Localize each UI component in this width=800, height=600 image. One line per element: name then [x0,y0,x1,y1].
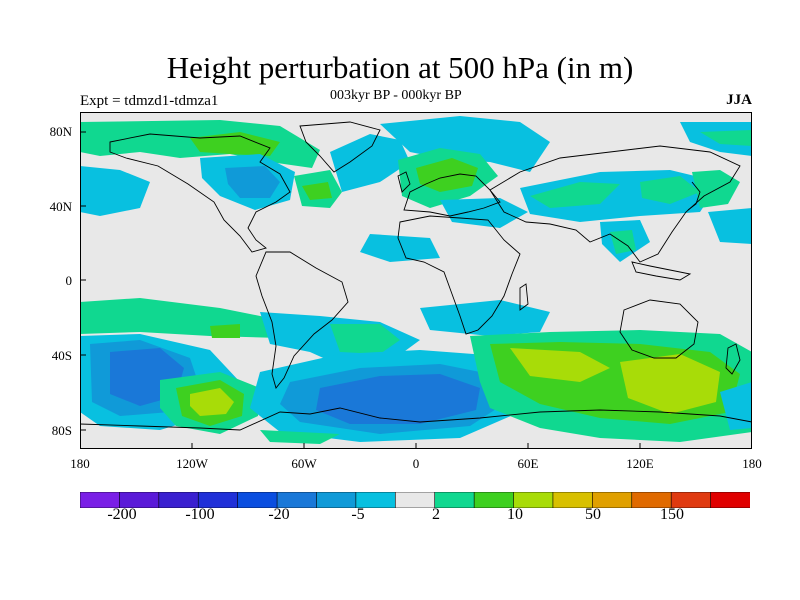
colorbar-label: 150 [660,506,684,523]
lat-label-40n: 40N [49,199,72,214]
lat-label-40s: 40S [51,348,72,363]
coastline-new-zealand [725,343,741,375]
anomaly-blob [692,170,740,208]
anomaly-blob [420,300,550,336]
colorbar-label: 10 [507,506,523,523]
season-label: JJA [726,92,752,108]
coastlines [80,121,752,431]
lon-label-60e: 60E [517,456,539,471]
anomaly-blob [260,430,340,444]
plot-title: Height perturbation at 500 hPa (in m) [166,50,634,85]
map-panel [80,112,752,449]
anomaly-blob [440,198,528,228]
coastline-australia [619,299,699,359]
anomaly-blob [316,374,480,424]
colorbar-swatch [710,492,750,508]
experiment-label: Expt = tdmzd1-tdmza1 [80,93,219,109]
lon-label-0: 0 [412,456,420,471]
coastline-antarctica [80,407,752,431]
colorbar-label: -5 [351,506,365,523]
coastline-south-america [255,251,349,389]
anomaly-blob [380,116,550,172]
lon-label-180w: 180 [70,456,90,471]
coastline-north-america [109,133,291,253]
anomaly-blob [302,182,332,200]
lat-label-80s: 80S [51,423,72,438]
colorbar-label: -100 [185,506,215,523]
lon-label-120e: 120E [626,456,654,471]
axis-ticks [80,131,641,449]
anomaly-blob [190,132,280,156]
anomaly-blob [330,324,400,354]
lon-label-120w: 120W [176,456,208,471]
lat-label-0: 0 [65,273,73,288]
colorbar-label: -20 [268,506,290,523]
coastline-asia [489,145,741,263]
anomaly-blob [225,166,280,198]
anomaly-blob [708,208,752,244]
lat-label-80n: 80N [49,124,72,139]
anomaly-blob [416,158,478,192]
map-svg [80,112,752,449]
coastline-japan [687,181,701,211]
colorbar [80,492,750,508]
anomaly-blob [360,234,440,262]
colorbar-label: 50 [585,506,601,523]
anomaly-blob [620,354,720,414]
coastline-indonesia [631,261,692,281]
anomaly-blob [640,176,700,204]
lon-label-60w: 60W [291,456,317,471]
coastline-uk [397,171,411,193]
anomaly-blob [210,324,240,338]
anomaly-blob [530,182,620,208]
anomaly-blob [510,348,610,382]
coastline-madagascar [519,283,529,311]
colorbar-label: -200 [107,506,137,523]
anomaly-blob [190,388,234,416]
anomaly-blob [80,176,110,210]
anomaly-blob [700,130,752,146]
plot-subtitle: 003kyr BP - 000kyr BP [330,88,462,103]
colorbar-label: 2 [432,506,440,523]
lon-label-180e: 180 [742,456,762,471]
coastline-africa [397,215,521,335]
anomaly-blob [330,134,410,192]
coastline-greenland [299,121,381,173]
anomaly-blob [720,382,752,430]
